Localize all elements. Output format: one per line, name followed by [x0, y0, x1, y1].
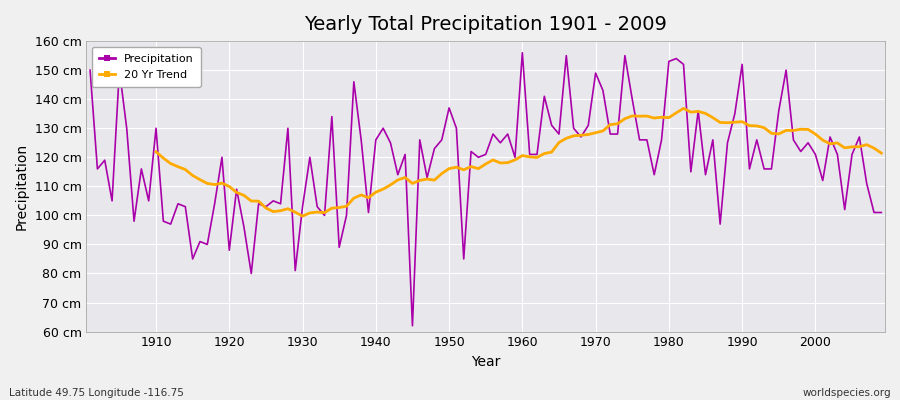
Legend: Precipitation, 20 Yr Trend: Precipitation, 20 Yr Trend	[92, 47, 201, 87]
X-axis label: Year: Year	[471, 355, 500, 369]
Y-axis label: Precipitation: Precipitation	[15, 143, 29, 230]
Title: Yearly Total Precipitation 1901 - 2009: Yearly Total Precipitation 1901 - 2009	[304, 15, 667, 34]
Text: Latitude 49.75 Longitude -116.75: Latitude 49.75 Longitude -116.75	[9, 388, 184, 398]
Text: worldspecies.org: worldspecies.org	[803, 388, 891, 398]
